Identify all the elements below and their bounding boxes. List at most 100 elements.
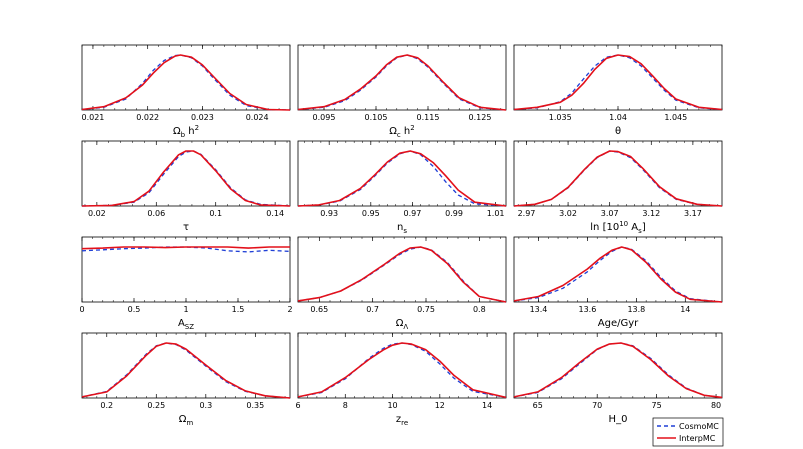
x-tick-label: 2 <box>287 305 292 314</box>
x-tick-label: 3.12 <box>642 209 660 218</box>
interpmc-curve <box>81 54 291 111</box>
x-tick-label: 0.023 <box>191 113 214 122</box>
x-tick-label: 3.17 <box>684 209 702 218</box>
cosmomc-curve <box>297 54 507 111</box>
x-tick-label: 0.75 <box>417 305 435 314</box>
interpmc-curve <box>513 150 723 207</box>
x-tick-label: 0.65 <box>310 305 328 314</box>
interpmc-curve <box>81 342 291 399</box>
subplot: 65 70 75 80 H_0 <box>513 332 723 425</box>
x-tick-label: 14 <box>680 305 690 314</box>
x-tick-label: 0.93 <box>320 209 338 218</box>
x-tick-label: 0.95 <box>362 209 380 218</box>
x-tick-label: 0 <box>79 305 84 314</box>
interpmc-curve <box>297 54 507 111</box>
interpmc-curve <box>81 150 291 207</box>
x-tick-label: 1.01 <box>487 209 505 218</box>
x-tick-label: 0.97 <box>403 209 421 218</box>
x-tick-label: 1 <box>183 305 188 314</box>
x-tick-label: 10 <box>387 401 397 410</box>
x-tick-label: 3.07 <box>601 209 619 218</box>
cosmomc-curve <box>297 150 507 207</box>
x-tick-label: 3.02 <box>559 209 577 218</box>
subplot: 0.93 0.95 0.97 0.99 1.01 ns​ <box>297 140 507 235</box>
plot-frame <box>81 332 291 399</box>
cosmomc-curve <box>81 342 291 399</box>
x-tick-label: 0.022 <box>136 113 159 122</box>
cosmomc-curve <box>513 342 723 399</box>
plot-frame <box>297 140 507 207</box>
interpmc-curve <box>297 246 507 303</box>
x-axis-label: ln [1010​ As​] <box>590 220 646 235</box>
plot-frame <box>81 44 291 111</box>
subplot: 0.02 0.06 0.1 0.14 τ <box>81 140 291 233</box>
x-tick-label: 0.1 <box>209 209 222 218</box>
x-tick-label: 8 <box>343 401 348 410</box>
x-tick-label: 0.02 <box>88 209 106 218</box>
x-tick-label: 0.125 <box>469 113 492 122</box>
x-tick-label: 12 <box>435 401 445 410</box>
x-tick-label: 13.8 <box>627 305 645 314</box>
x-tick-label: 13.4 <box>530 305 548 314</box>
x-tick-label: 80 <box>711 401 721 410</box>
x-tick-label: 0.7 <box>366 305 379 314</box>
plot-frame <box>513 332 723 399</box>
plot-frame <box>81 140 291 207</box>
x-tick-label: 14 <box>482 401 492 410</box>
x-tick-label: 1.045 <box>664 113 687 122</box>
x-tick-label: 0.06 <box>147 209 165 218</box>
x-tick-label: 6 <box>295 401 300 410</box>
subplot: 0 0.5 1 1.5 2 ASZ​ <box>79 236 293 331</box>
x-axis-label: Age/Gyr <box>598 318 639 329</box>
legend-label: CosmoMC <box>679 422 719 431</box>
x-axis-label: ns​ <box>397 222 407 235</box>
cosmomc-curve <box>81 150 291 207</box>
x-tick-label: 0.105 <box>365 113 388 122</box>
plot-frame <box>297 236 507 303</box>
legend: CosmoMC InterpMC <box>652 417 724 447</box>
x-tick-label: 0.8 <box>473 305 486 314</box>
x-tick-label: 65 <box>533 401 543 410</box>
x-tick-label: 0.095 <box>313 113 336 122</box>
subplot: 0.2 0.25 0.3 0.35 Ωm​ <box>81 332 291 427</box>
x-tick-label: 0.2 <box>100 401 113 410</box>
x-tick-label: 0.25 <box>147 401 165 410</box>
x-axis-label: θ <box>615 126 621 137</box>
interpmc-curve <box>513 246 723 303</box>
x-tick-label: 0.35 <box>246 401 264 410</box>
cosmomc-curve <box>81 54 291 111</box>
x-axis-label: zre​ <box>396 414 408 427</box>
subplot: 6 8 10 12 14 zre​ <box>295 332 507 427</box>
x-tick-label: 0.5 <box>128 305 141 314</box>
x-axis-label: ΩΛ​ <box>396 318 409 331</box>
x-tick-label: 70 <box>592 401 602 410</box>
x-tick-label: 0.021 <box>81 113 104 122</box>
legend-label: InterpMC <box>679 434 716 443</box>
x-tick-label: 0.99 <box>445 209 463 218</box>
subplot: 1.035 1.04 1.045 θ <box>513 44 723 137</box>
subplot: 13.4 13.6 13.8 14 Age/Gyr <box>513 236 723 329</box>
cosmomc-curve <box>513 54 723 111</box>
interpmc-curve <box>81 246 290 250</box>
x-tick-label: 1.5 <box>232 305 245 314</box>
x-axis-label: τ <box>183 222 189 233</box>
cosmomc-curve <box>513 150 723 207</box>
x-tick-label: 2.97 <box>518 209 536 218</box>
x-tick-label: 0.3 <box>199 401 212 410</box>
x-axis-label: ASZ​ <box>178 318 194 331</box>
x-axis-label: Ωm​ <box>179 414 194 427</box>
subplot: 0.021 0.022 0.023 0.024 Ωb​ h2​ <box>81 44 291 139</box>
x-tick-label: 1.04 <box>609 113 627 122</box>
interpmc-curve <box>297 150 507 207</box>
subplot: 0.65 0.7 0.75 0.8 ΩΛ​ <box>297 236 507 331</box>
x-tick-label: 0.024 <box>246 113 269 122</box>
subplot: 2.97 3.02 3.07 3.12 3.17 ln [1010​ As​] <box>513 140 723 235</box>
interpmc-curve <box>297 342 507 399</box>
interpmc-curve <box>513 342 723 399</box>
x-axis-label: H_0 <box>609 414 628 425</box>
x-axis-label: Ωb​ h2​ <box>173 124 199 139</box>
x-axis-label: Ωc​ h2​ <box>389 124 415 139</box>
x-tick-label: 75 <box>652 401 662 410</box>
cosmomc-curve <box>297 342 507 399</box>
